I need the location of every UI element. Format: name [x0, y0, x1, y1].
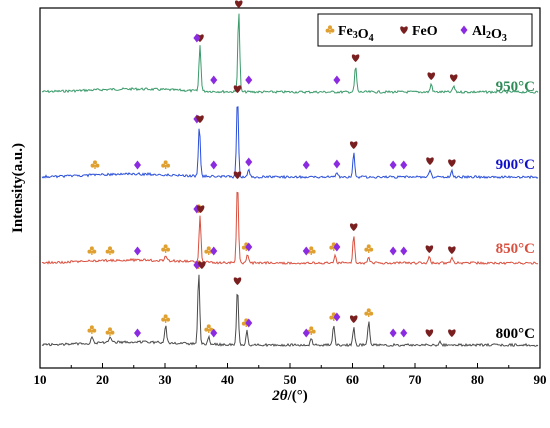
phase-marker-al2o3-1-7: [333, 159, 341, 169]
series-label-850c: 850°C: [496, 241, 535, 257]
phase-marker-fe3o4-3-4: [204, 324, 214, 333]
phase-marker-feo-2-20: [425, 245, 434, 253]
legend-label-fe3o4: Fe3O4: [338, 24, 374, 44]
phase-marker-feo-0-3: [427, 72, 436, 80]
phase-marker-feo-0-4: [449, 74, 458, 82]
legend-box: [317, 13, 533, 47]
phase-marker-al2o3-1-9: [400, 160, 408, 170]
marker-layer: [87, 0, 458, 338]
phase-marker-feo-2-18: [233, 171, 242, 179]
phase-marker-fe3o4-2-1: [105, 246, 115, 255]
phase-marker-al2o3-0-5: [193, 33, 201, 43]
phase-marker-feo-1-14: [448, 159, 456, 167]
phase-marker-feo-2-21: [448, 246, 456, 254]
phase-marker-al2o3-1-5: [245, 157, 253, 167]
phase-marker-al2o3-3-13: [302, 328, 310, 338]
phase-marker-al2o3-2-14: [333, 242, 341, 252]
phase-marker-feo-3-18: [233, 277, 242, 285]
series-line-950c: [41, 13, 539, 95]
phase-marker-al2o3-2-13: [302, 246, 310, 256]
legend-marker-fe3o4: [325, 25, 335, 34]
series-line-800c: [41, 274, 539, 348]
x-axis: 10 20 30 40 50 60 70 80 90: [34, 363, 547, 387]
legend-label-al2o3: Al2O3: [472, 24, 507, 44]
x-tick-label-20: 20: [96, 372, 109, 387]
phase-marker-fe3o4-3-1: [105, 327, 115, 336]
phase-marker-feo-2-17: [196, 205, 205, 213]
phase-marker-fe3o4-1-0: [90, 160, 100, 169]
phase-marker-feo-2-19: [349, 223, 358, 231]
phase-marker-al2o3-3-16: [400, 328, 408, 338]
phase-marker-feo-1-11: [233, 85, 242, 93]
series-layer: 950°C 900°C 850°C 800°C: [41, 13, 539, 348]
x-tick-label-90: 90: [534, 372, 547, 387]
phase-marker-feo-1-13: [426, 157, 434, 165]
x-axis-title-italic: 2θ: [271, 388, 288, 404]
x-tick-label-30: 30: [159, 372, 172, 387]
phase-marker-feo-1-10: [196, 115, 204, 123]
legend-marker-al2o3: [460, 25, 468, 35]
phase-marker-al2o3-0-7: [245, 75, 253, 85]
series-label-800c: 800°C: [496, 326, 535, 342]
legend-marker-feo: [400, 26, 408, 34]
y-axis-title: Intensity(a.u.): [10, 143, 26, 233]
x-axis-title-rest: /(°): [287, 388, 308, 404]
series-label-950c: 950°C: [496, 79, 535, 95]
phase-marker-al2o3-1-2: [134, 160, 141, 170]
phase-marker-fe3o4-3-2: [161, 314, 171, 323]
phase-marker-al2o3-2-11: [210, 246, 218, 256]
phase-marker-al2o3-1-6: [302, 160, 310, 170]
legend-items: Fe3O4 FeO Al2O3: [325, 24, 507, 44]
phase-marker-al2o3-2-9: [134, 246, 141, 256]
phase-marker-al2o3-0-6: [210, 75, 218, 85]
phase-marker-feo-0-2: [351, 54, 360, 62]
phase-marker-al2o3-2-16: [400, 246, 408, 256]
phase-marker-fe3o4-1-1: [161, 160, 171, 169]
x-tick-label-10: 10: [34, 372, 47, 387]
phase-marker-al2o3-3-9: [134, 328, 141, 338]
x-tick-label-60: 60: [346, 372, 359, 387]
x-tick-label-40: 40: [221, 372, 234, 387]
x-tick-label-70: 70: [409, 372, 422, 387]
plot-frame: [39, 7, 541, 369]
series-line-900c: [41, 106, 539, 180]
phase-marker-al2o3-3-14: [333, 312, 341, 322]
phase-marker-feo-1-12: [349, 141, 358, 149]
phase-marker-feo-3-20: [425, 329, 434, 337]
legend-label-feo: FeO: [412, 24, 438, 39]
phase-marker-fe3o4-3-8: [364, 308, 374, 317]
phase-marker-al2o3-3-15: [389, 328, 397, 338]
phase-marker-fe3o4-3-0: [87, 325, 97, 334]
phase-marker-al2o3-1-4: [210, 160, 218, 170]
phase-marker-feo-3-17: [198, 261, 206, 269]
x-axis-title: 2θ/(°): [271, 388, 307, 404]
phase-marker-al2o3-0-8: [333, 75, 341, 85]
phase-marker-al2o3-2-15: [389, 246, 397, 256]
phase-marker-al2o3-3-11: [210, 328, 218, 338]
phase-marker-fe3o4-2-0: [87, 246, 97, 255]
x-tick-label-80: 80: [471, 372, 484, 387]
phase-marker-feo-3-21: [448, 329, 456, 337]
phase-marker-al2o3-2-12: [245, 242, 253, 252]
phase-marker-feo-3-19: [349, 315, 358, 323]
phase-marker-fe3o4-2-2: [161, 244, 171, 253]
phase-marker-al2o3-3-12: [245, 318, 253, 328]
x-tick-label-50: 50: [284, 372, 297, 387]
phase-marker-feo-0-1: [234, 0, 243, 8]
series-label-900c: 900°C: [496, 157, 535, 173]
legend: Fe3O4 FeO Al2O3: [317, 13, 533, 47]
phase-marker-fe3o4-3-6: [306, 326, 316, 335]
phase-marker-al2o3-1-8: [389, 160, 397, 170]
series-line-850c: [41, 191, 539, 266]
phase-marker-fe3o4-2-8: [364, 244, 374, 253]
